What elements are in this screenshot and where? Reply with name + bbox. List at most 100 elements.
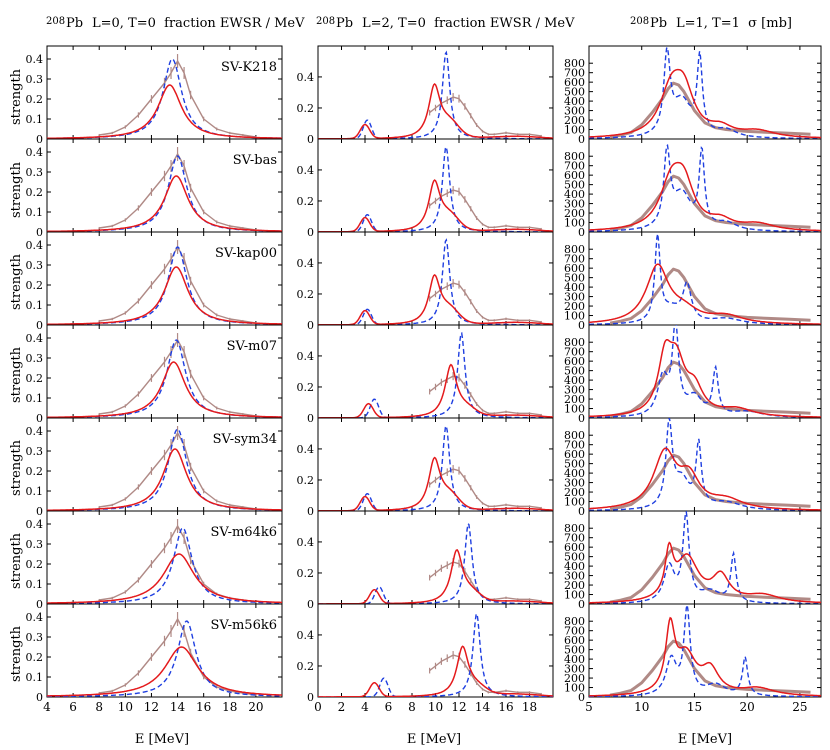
column-title-2: 208 Pb L=1, T=1 σ [mb] bbox=[630, 16, 792, 31]
y-tick-label: 0 bbox=[36, 412, 43, 425]
y-tick-label: 0.3 bbox=[26, 166, 44, 179]
red-curve bbox=[47, 646, 282, 697]
ylabel-1: strength bbox=[9, 161, 24, 218]
y-tick-label: 300 bbox=[564, 570, 585, 583]
y-tick-label: 300 bbox=[564, 477, 585, 490]
y-tick-label: 0.3 bbox=[26, 259, 44, 272]
x-tick-label: 10 bbox=[428, 700, 443, 714]
y-tick-label: 200 bbox=[564, 207, 585, 220]
panel-frame bbox=[588, 324, 822, 419]
y-tick-label: 0.2 bbox=[297, 381, 315, 394]
y-tick-label: 800 bbox=[564, 429, 585, 442]
y-tick-label: 300 bbox=[564, 384, 585, 397]
x-tick-label: 10 bbox=[634, 700, 649, 714]
red-curve bbox=[318, 645, 553, 697]
x-tick-label: 12 bbox=[144, 700, 159, 714]
y-tick-label: 100 bbox=[564, 496, 585, 509]
panel-series bbox=[589, 233, 821, 325]
blue-dashed-curve bbox=[318, 613, 553, 697]
y-tick-label: 0.3 bbox=[26, 445, 44, 458]
y-tick-label: 400 bbox=[564, 653, 585, 666]
x-tick-label: 14 bbox=[475, 700, 491, 714]
y-tick-label: 800 bbox=[564, 243, 585, 256]
panel-label-0: SV-K218 bbox=[221, 60, 277, 75]
panel-1-5: 0 0.2 0.4 bbox=[297, 510, 554, 611]
x-tick-label: 8 bbox=[408, 700, 416, 714]
red-curve bbox=[589, 263, 821, 325]
y-tick-label: 600 bbox=[564, 448, 585, 461]
red-curve bbox=[589, 161, 821, 232]
y-tick-label: 400 bbox=[564, 281, 585, 294]
panel-series bbox=[589, 325, 821, 418]
panel-series bbox=[47, 54, 282, 139]
y-tick-label: 800 bbox=[564, 336, 585, 349]
y-tick-label: 700 bbox=[564, 439, 585, 452]
y-tick-label: 0.4 bbox=[297, 257, 315, 270]
experiment-line bbox=[429, 468, 542, 509]
y-tick-label: 0 bbox=[578, 133, 585, 146]
x-tick-label: 15 bbox=[687, 700, 702, 714]
y-tick-label: 0.4 bbox=[26, 611, 44, 624]
y-tick-label: 700 bbox=[564, 160, 585, 173]
panel-frame bbox=[46, 603, 283, 698]
ylabel-3: strength bbox=[9, 346, 24, 403]
y-tick-label: 0.3 bbox=[26, 538, 44, 551]
x-tick-label: 12 bbox=[451, 700, 466, 714]
red-curve bbox=[318, 83, 553, 139]
y-tick-label: 0.4 bbox=[297, 71, 315, 84]
panel-series bbox=[318, 522, 553, 604]
y-tick-label: 100 bbox=[564, 310, 585, 323]
y-tick-label: 0.2 bbox=[297, 660, 315, 673]
panel-series bbox=[318, 238, 553, 325]
panel-frame bbox=[588, 45, 822, 140]
panel-series bbox=[589, 46, 821, 139]
x-tick-label: 6 bbox=[69, 700, 77, 714]
x-tick-label: 8 bbox=[95, 700, 103, 714]
y-tick-label: 800 bbox=[564, 150, 585, 163]
blue-dashed-curve bbox=[318, 145, 553, 232]
y-tick-label: 0.2 bbox=[26, 651, 44, 664]
y-tick-label: 0.2 bbox=[297, 195, 315, 208]
panel-label-2: SV-kap00 bbox=[215, 246, 277, 261]
y-tick-label: 0.4 bbox=[297, 536, 315, 549]
nucleus-symbol-1: Pb bbox=[336, 16, 353, 31]
y-tick-label: 100 bbox=[564, 682, 585, 695]
x-tick-label: 25 bbox=[792, 700, 807, 714]
y-tick-label: 0.2 bbox=[26, 186, 44, 199]
experiment-line bbox=[429, 561, 542, 602]
y-tick-label: 600 bbox=[564, 262, 585, 275]
y-tick-label: 400 bbox=[564, 95, 585, 108]
y-tick-label: 0.4 bbox=[297, 629, 315, 642]
panel-label-3: SV-m07 bbox=[227, 339, 277, 354]
panel-frame bbox=[588, 138, 822, 233]
blue-dashed-curve bbox=[318, 424, 553, 511]
y-tick-label: 100 bbox=[564, 217, 585, 230]
y-tick-label: 0.3 bbox=[26, 73, 44, 86]
y-tick-label: 700 bbox=[564, 67, 585, 80]
y-tick-label: 200 bbox=[564, 300, 585, 313]
red-curve bbox=[47, 553, 282, 604]
nucleus-mass-2: 208 bbox=[630, 16, 649, 27]
plot-area: 00.10.20.30.400.10.20.30.400.10.20.30.40… bbox=[26, 45, 822, 714]
panel-frame bbox=[588, 231, 822, 326]
y-tick-label: 0.2 bbox=[26, 465, 44, 478]
y-tick-label: 0.1 bbox=[26, 578, 44, 591]
panel-series bbox=[47, 612, 282, 697]
y-tick-label: 700 bbox=[564, 346, 585, 359]
red-curve bbox=[47, 175, 282, 232]
nucleus-mass-1: 208 bbox=[316, 16, 335, 27]
experiment-line bbox=[429, 654, 542, 695]
blue-dashed-curve bbox=[47, 58, 282, 139]
panel-series bbox=[318, 145, 553, 232]
y-tick-label: 0.1 bbox=[26, 485, 44, 498]
blue-dashed-curve bbox=[589, 418, 821, 511]
red-curve bbox=[589, 447, 821, 511]
blue-dashed-curve bbox=[318, 50, 553, 139]
experiment-line bbox=[609, 174, 811, 232]
y-tick-label: 0 bbox=[578, 319, 585, 332]
y-tick-label: 0.1 bbox=[26, 299, 44, 312]
experiment-line bbox=[429, 96, 542, 137]
y-tick-label: 200 bbox=[564, 579, 585, 592]
